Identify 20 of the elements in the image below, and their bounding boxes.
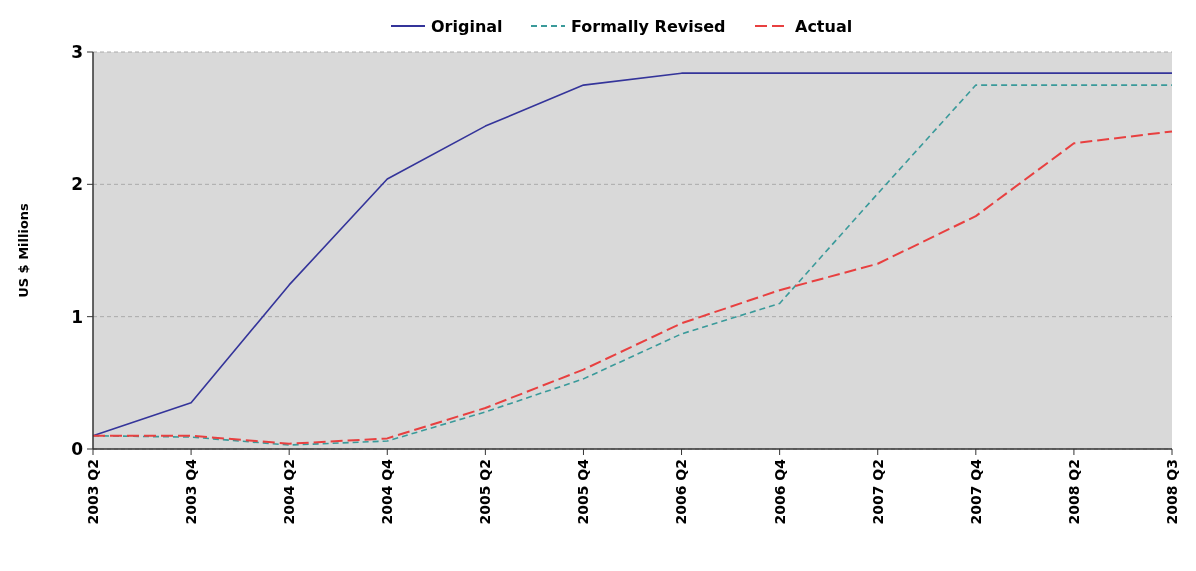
x-tick-label: 2004 Q2 [281, 459, 298, 525]
y-axis-title: US $ Millions [16, 202, 31, 298]
x-tick-label: 2006 Q4 [771, 458, 788, 525]
legend-label: Actual [795, 16, 853, 36]
x-tick-label: 2007 Q2 [869, 459, 886, 525]
x-tick-label: 2008 Q3 [1163, 459, 1180, 525]
legend-label: Original [431, 16, 503, 36]
y-tick-label: 2 [71, 174, 83, 195]
y-tick-label: 1 [71, 306, 83, 327]
legend-label: Formally Revised [571, 16, 726, 36]
x-tick-label: 2008 Q2 [1065, 459, 1082, 525]
x-tick-label: 2005 Q4 [575, 458, 592, 525]
y-tick-label: 3 [71, 41, 83, 62]
x-tick-label: 2007 Q4 [967, 458, 984, 525]
x-tick-label: 2004 Q4 [379, 458, 396, 525]
x-tick-label: 2003 Q4 [182, 458, 199, 525]
y-tick-label: 0 [71, 438, 84, 459]
x-tick-label: 2006 Q2 [673, 459, 690, 525]
x-tick-label: 2005 Q2 [477, 459, 494, 525]
x-tick-label: 2003 Q2 [84, 459, 101, 525]
